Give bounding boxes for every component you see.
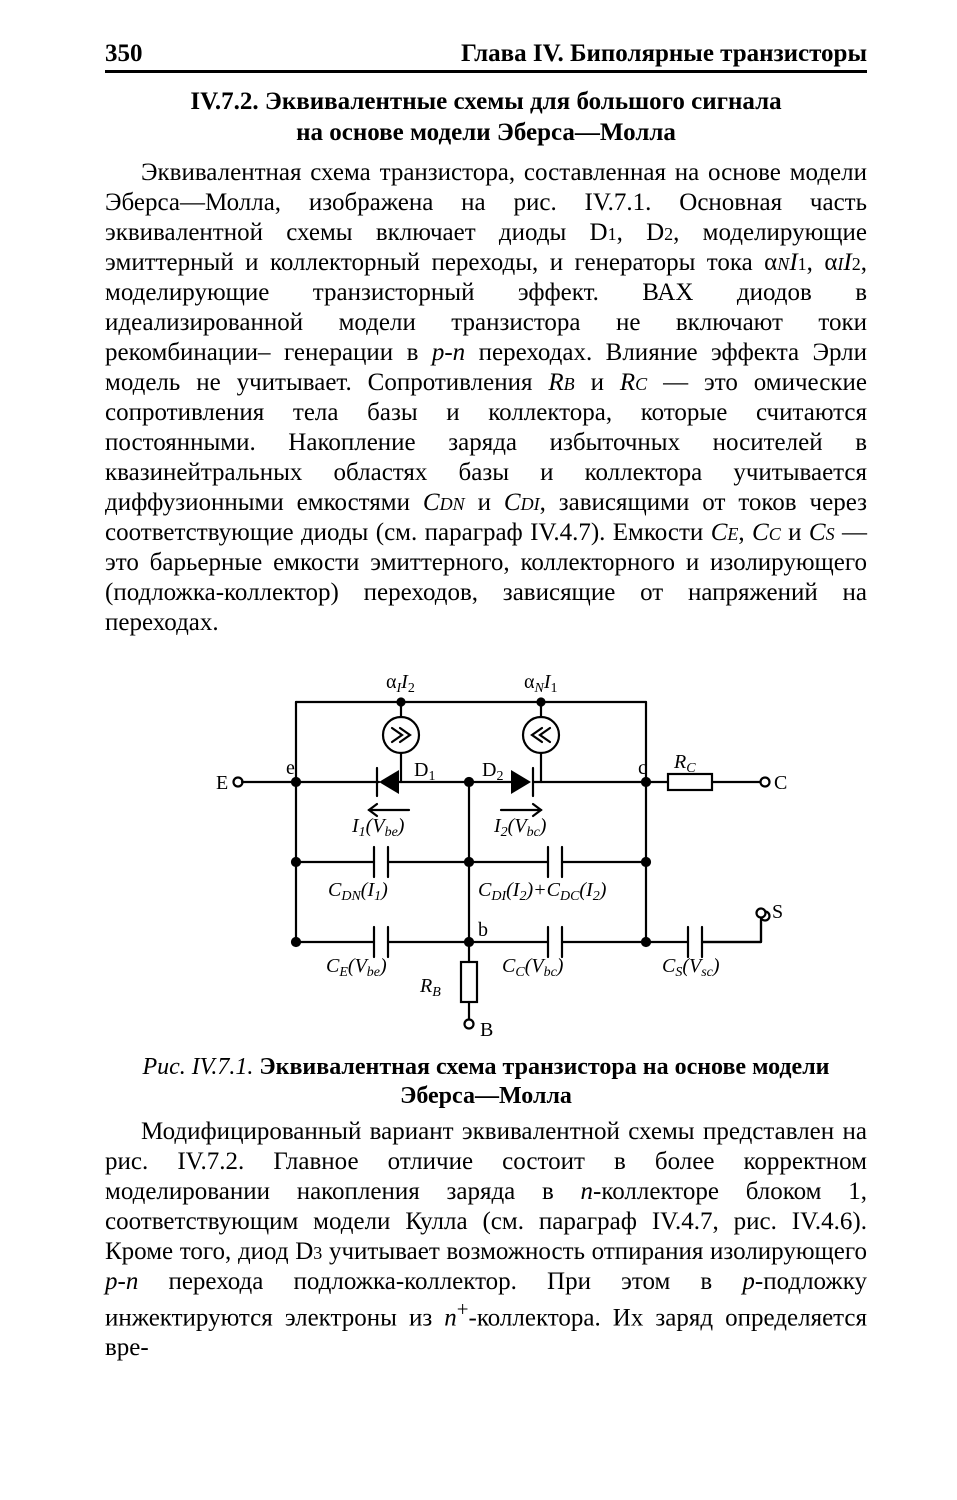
label-cdn-i1: CDN(I1) bbox=[328, 879, 388, 904]
label-rb: RB bbox=[419, 975, 441, 1000]
label-terminal-b: B bbox=[480, 1019, 493, 1041]
section-title-line1: IV.7.2. Эквивалентные схемы для большого… bbox=[190, 88, 781, 115]
section-title-line2: на основе модели Эберса—Молла bbox=[296, 119, 676, 146]
circuit-diagram: αII2 αNI1 D1 D2 e c b E C S B RC RB I1(V… bbox=[176, 652, 796, 1042]
figure-caption-ref: Рис. IV.7.1. bbox=[142, 1054, 253, 1080]
page-number: 350 bbox=[105, 40, 143, 68]
page-header: 350 Глава IV. Биполярные транзисторы bbox=[105, 40, 867, 73]
figure-iv-7-1: αII2 αNI1 D1 D2 e c b E C S B RC RB I1(V… bbox=[105, 652, 867, 1111]
page: 350 Глава IV. Биполярные транзисторы IV.… bbox=[0, 0, 957, 1500]
label-node-e: e bbox=[286, 757, 295, 779]
label-aI-I2: αII2 bbox=[386, 671, 415, 696]
label-i2-vbc: I2(Vbc) bbox=[493, 815, 547, 840]
label-node-b: b bbox=[478, 919, 488, 941]
chapter-title: Глава IV. Биполярные транзисторы bbox=[461, 40, 867, 68]
label-node-c: c bbox=[638, 757, 647, 779]
paragraph-1: Эквивалентная схема транзистора, составл… bbox=[105, 158, 867, 638]
label-d1: D1 bbox=[414, 759, 435, 784]
label-aN-I1: αNI1 bbox=[524, 671, 558, 696]
figure-caption: Рис. IV.7.1. Эквивалентная схема транзис… bbox=[105, 1053, 867, 1111]
label-rc: RC bbox=[673, 751, 696, 776]
figure-caption-title: Эквивалентная схема транзистора на основ… bbox=[259, 1054, 829, 1109]
label-i1-vbe: I1(Vbe) bbox=[351, 815, 405, 840]
label-cdi-cdc: CDI(I2)+CDC(I2) bbox=[478, 879, 607, 904]
label-ce-vbe: CE(Vbe) bbox=[326, 955, 387, 980]
label-terminal-c: C bbox=[774, 772, 787, 794]
label-terminal-e: E bbox=[216, 772, 228, 794]
label-d2: D2 bbox=[482, 759, 503, 784]
label-cs-vsc: CS(Vsc) bbox=[662, 955, 720, 980]
section-title: IV.7.2. Эквивалентные схемы для большого… bbox=[105, 87, 867, 148]
label-terminal-s: S bbox=[772, 901, 783, 923]
label-cc-vbc: CC(Vbc) bbox=[502, 955, 564, 980]
paragraph-2: Модифицированный вариант эквивалентной с… bbox=[105, 1117, 867, 1363]
